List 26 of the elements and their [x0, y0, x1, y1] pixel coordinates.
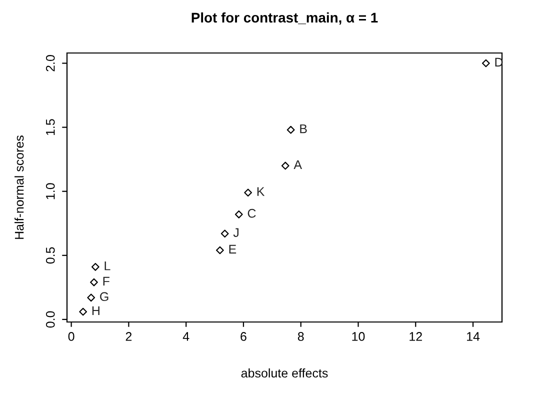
y-tick-label: 0.0 [46, 311, 55, 328]
y-tick-label: 1.5 [46, 119, 55, 136]
x-tick-label: 10 [352, 332, 365, 341]
x-tick-label: 4 [182, 332, 190, 341]
y-tick-label: 2.0 [46, 55, 55, 72]
y-tick-label: 0.5 [46, 247, 55, 264]
annotation: C [248, 208, 256, 218]
annotation: F [103, 276, 110, 286]
chart-title: Plot for contrast_main, α = 1 [192, 12, 378, 25]
annotation: H [92, 306, 100, 315]
x-tick-label: 12 [410, 332, 422, 341]
x-tick-label: 14 [467, 332, 480, 341]
x-tick-label: 0 [68, 332, 74, 341]
annotation: G [100, 292, 108, 302]
annotation: J [233, 228, 238, 237]
x-tick-label: 8 [298, 332, 304, 341]
annotation: E [229, 244, 236, 254]
annotation: L [104, 262, 110, 270]
y-axis-title: Half-normal scores [14, 136, 24, 239]
x-axis-title: absolute effects [241, 368, 328, 378]
annotation: B [300, 124, 307, 134]
x-tick-label: 6 [240, 332, 246, 341]
annotation: A [294, 160, 302, 169]
y-tick-label: 1.0 [46, 183, 55, 200]
x-tick-label: 2 [126, 332, 132, 341]
annotation: K [257, 187, 265, 196]
